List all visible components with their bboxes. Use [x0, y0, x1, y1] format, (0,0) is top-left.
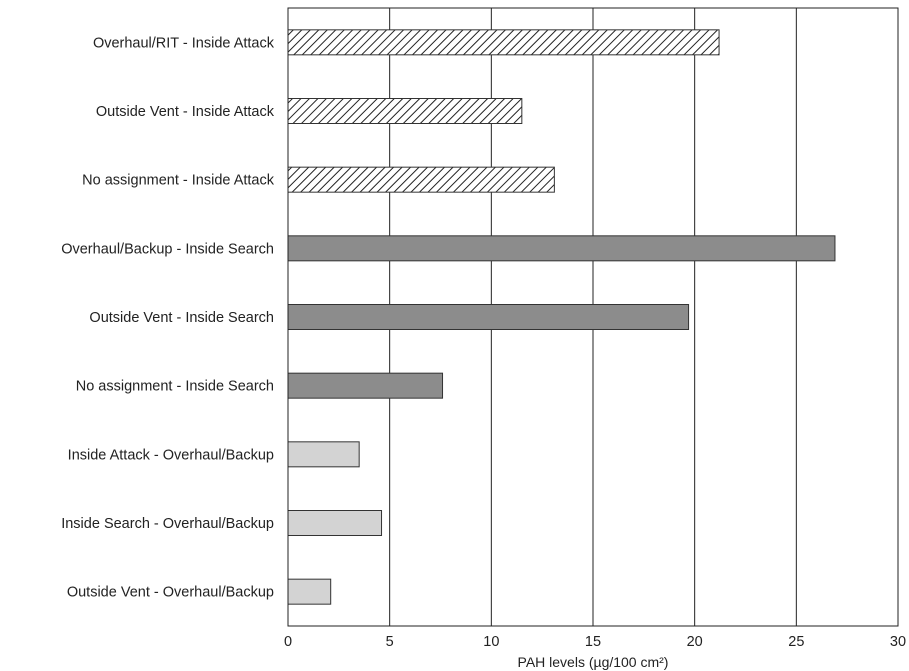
category-label: Overhaul/Backup - Inside Search: [61, 241, 274, 257]
x-tick-label: 20: [687, 634, 703, 650]
category-label: Overhaul/RIT - Inside Attack: [93, 35, 275, 51]
x-tick-label: 15: [585, 634, 601, 650]
bar: [287, 29, 720, 56]
category-label: Outside Vent - Overhaul/Backup: [67, 585, 274, 601]
category-label: Outside Vent - Inside Search: [89, 310, 274, 326]
bar: [287, 235, 836, 262]
category-label: Outside Vent - Inside Attack: [96, 104, 275, 120]
plot-area: [287, 7, 899, 627]
category-label: Inside Search - Overhaul/Backup: [61, 516, 274, 532]
x-tick-label: 0: [284, 634, 292, 650]
x-tick-label: 30: [890, 634, 906, 650]
bar: [287, 372, 444, 399]
x-tick-label: 10: [483, 634, 499, 650]
category-labels: Overhaul/RIT - Inside Attack Outside Vent…: [61, 35, 275, 600]
bar: [287, 304, 690, 330]
bars: [287, 29, 836, 605]
category-label: No assignment - Inside Search: [76, 379, 274, 395]
bar: [287, 98, 523, 124]
x-tick-label: 25: [788, 634, 804, 650]
bar: [287, 441, 360, 468]
category-label: No assignment - Inside Attack: [82, 173, 275, 189]
bar: [287, 166, 555, 193]
bar: [287, 510, 383, 536]
x-tick-labels: 0 5 10 15 20 25 30: [284, 634, 906, 650]
bar: [287, 578, 332, 605]
category-label: Inside Attack - Overhaul/Backup: [68, 447, 274, 463]
x-tick-label: 5: [386, 634, 394, 650]
x-axis-title: PAH levels (µg/100 cm²): [518, 654, 669, 670]
